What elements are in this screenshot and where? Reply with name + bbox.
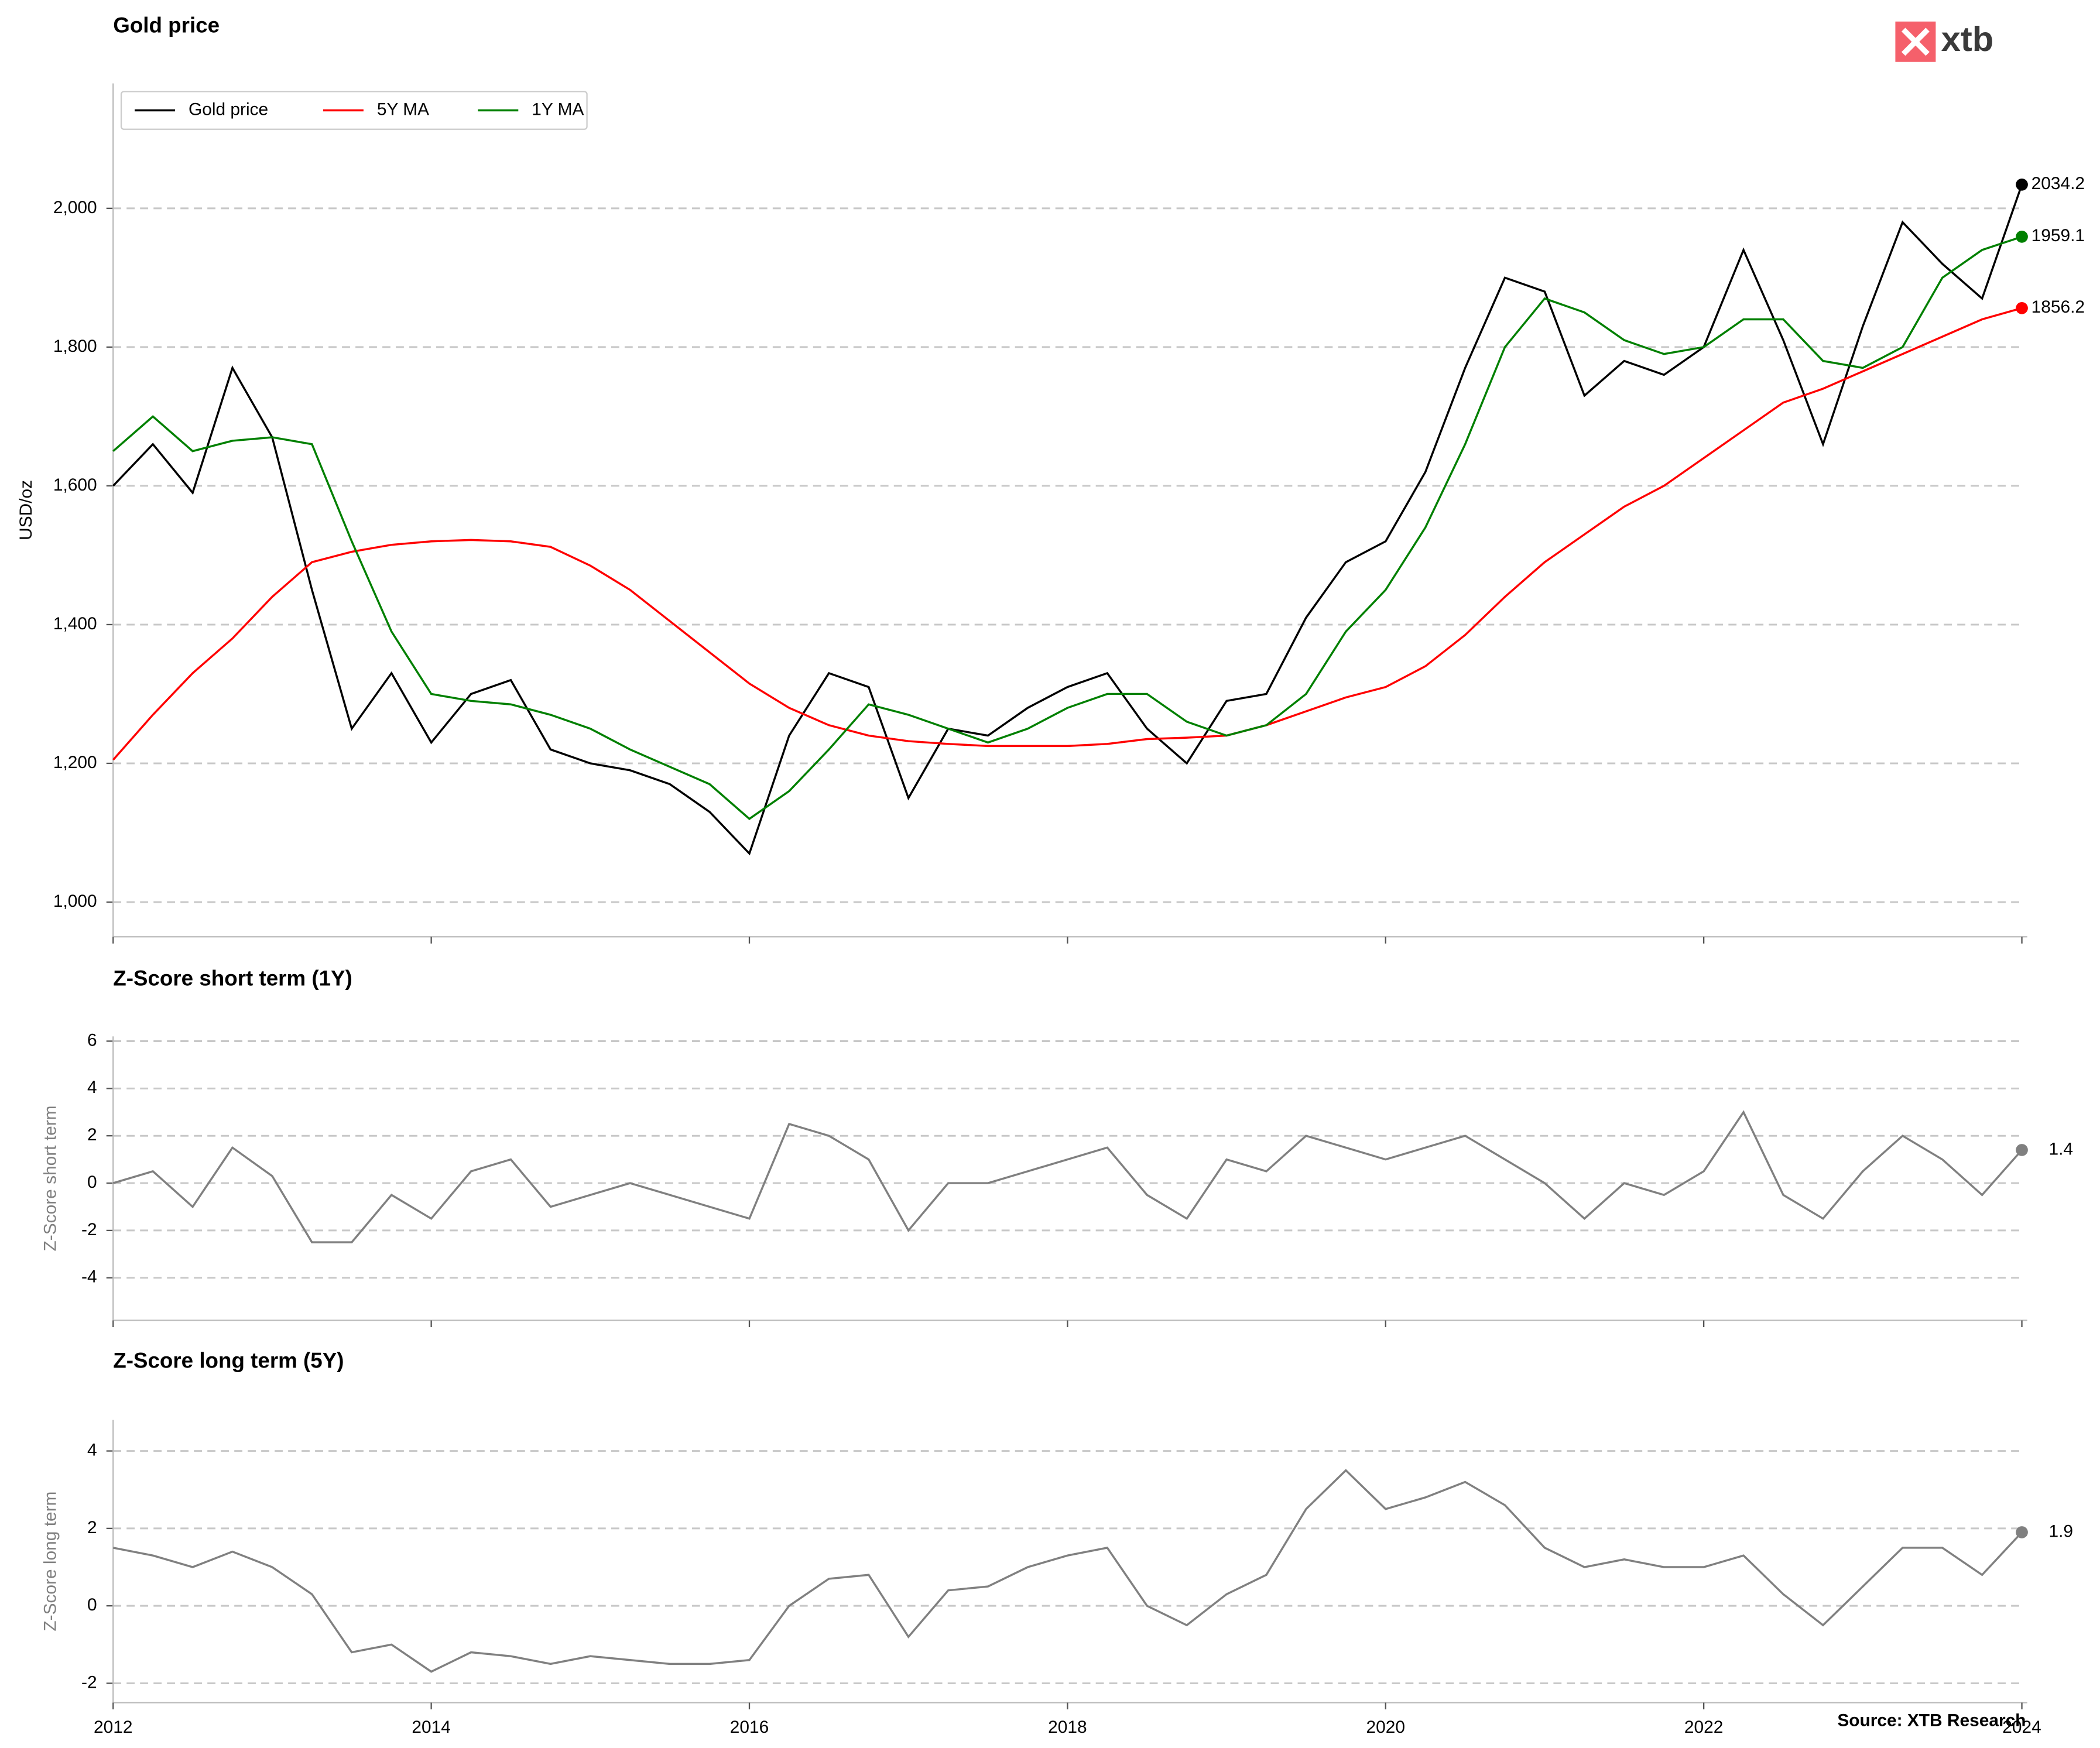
y-tick-label: 1,600 — [53, 475, 97, 495]
x-tick-label: 2018 — [1048, 1718, 1087, 1737]
legend-label: 1Y MA — [532, 100, 584, 119]
end-marker — [2016, 1144, 2028, 1156]
x-tick-label: 2020 — [1366, 1718, 1405, 1737]
y-tick-label: 1,200 — [53, 753, 97, 772]
y-tick-label: -4 — [81, 1267, 97, 1287]
logo-text: xtb — [1941, 19, 1994, 59]
series-line — [112, 1469, 2023, 1673]
y-tick-label: 2 — [87, 1518, 97, 1537]
logo-cross — [1901, 28, 1930, 56]
x-tick-label: 2022 — [1684, 1718, 1723, 1737]
legend-label: Gold price — [189, 100, 268, 119]
y-tick-label: -2 — [81, 1672, 97, 1692]
y-tick-label: 1,800 — [53, 337, 97, 356]
end-label: 1.9 — [2049, 1521, 2074, 1541]
y-axis-label: Z-Score short term — [40, 1105, 60, 1251]
x-tick-label: 2014 — [412, 1718, 450, 1737]
end-marker — [2016, 178, 2028, 191]
y-tick-label: 4 — [87, 1078, 97, 1097]
x-tick-label: 2012 — [94, 1718, 132, 1737]
y-tick-label: 4 — [87, 1440, 97, 1459]
y-tick-label: 2 — [87, 1125, 97, 1144]
y-tick-label: 1,400 — [53, 614, 97, 633]
y-tick-label: -2 — [81, 1220, 97, 1239]
end-label: 1.4 — [2049, 1139, 2074, 1159]
series-line — [112, 1110, 2023, 1243]
y-axis-label: USD/oz — [16, 480, 36, 540]
end-label: 2034.2 — [2032, 174, 2085, 193]
panel-title: Z-Score long term (5Y) — [113, 1349, 344, 1373]
end-label: 1959.1 — [2032, 226, 2085, 245]
y-tick-label: 0 — [87, 1173, 97, 1192]
series-line — [112, 307, 2023, 761]
y-tick-label: 2,000 — [53, 198, 97, 217]
end-marker — [2016, 1526, 2028, 1538]
source: Source: XTB Research — [1837, 1711, 2026, 1730]
legend-label: 5Y MA — [377, 100, 429, 119]
legend: Gold price 5Y MA 1Y MA — [120, 91, 588, 130]
end-marker — [2016, 230, 2028, 243]
x-tick-label: 2016 — [730, 1718, 769, 1737]
panel-title: Z-Score short term (1Y) — [113, 966, 352, 990]
y-tick-label: 6 — [87, 1030, 97, 1050]
x-tick-label: 2024 — [2002, 1718, 2041, 1737]
end-marker — [2016, 301, 2028, 314]
y-axis-label: Z-Score long term — [40, 1492, 60, 1632]
panel-title: Gold price — [113, 13, 220, 37]
y-tick-label: 1,000 — [53, 892, 97, 911]
end-label: 1856.2 — [2032, 297, 2085, 317]
y-tick-label: 0 — [87, 1595, 97, 1615]
logo: xtb — [1895, 19, 1993, 62]
series-line — [112, 184, 2023, 856]
series-line — [112, 235, 2023, 820]
